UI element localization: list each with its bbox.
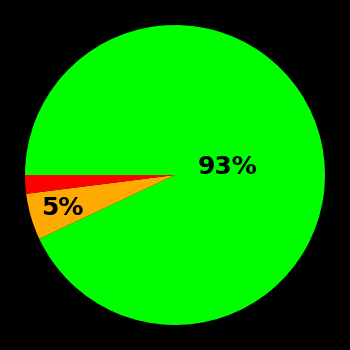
Wedge shape xyxy=(25,25,325,325)
Text: 5%: 5% xyxy=(41,196,84,220)
Text: 93%: 93% xyxy=(198,155,257,180)
Wedge shape xyxy=(25,175,175,194)
Wedge shape xyxy=(26,175,175,239)
